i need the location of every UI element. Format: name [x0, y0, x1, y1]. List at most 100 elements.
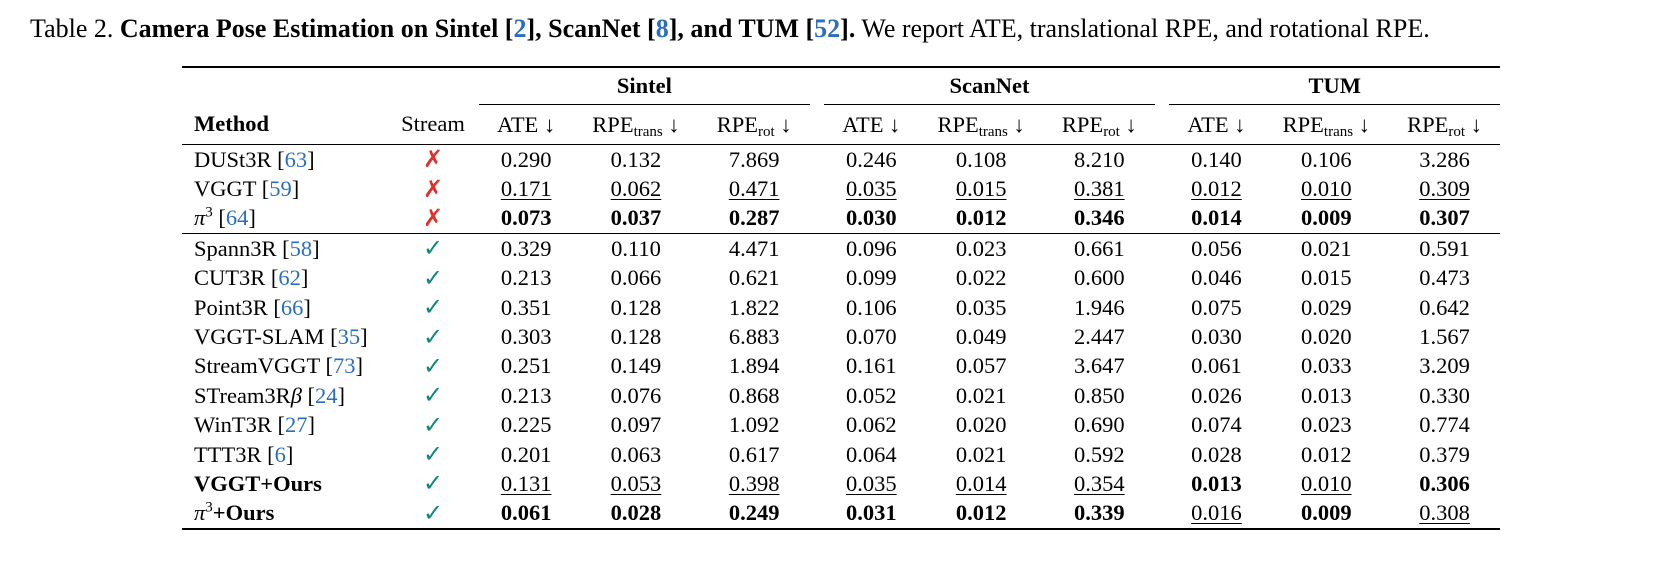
table-cell: 0.249 [698, 498, 810, 531]
table-cell: 0.030 [845, 205, 897, 231]
stream-cross-icon: ✗ [422, 176, 444, 203]
stream-check-icon: ✓ [422, 265, 444, 292]
citation-link[interactable]: 24 [315, 382, 338, 408]
table-cell: 0.012 [955, 205, 1007, 231]
caption-label: Table 2. [30, 14, 114, 43]
table-cell: 0.303 [500, 324, 552, 350]
citation-link[interactable]: 35 [337, 324, 361, 350]
caption-citation[interactable]: 2 [513, 14, 527, 43]
table-cell: 0.049 [955, 324, 1007, 350]
citation-link[interactable]: 6 [274, 441, 286, 467]
metric-header-tum-rpe-rot: RPErot ↓ [1389, 104, 1500, 145]
stream-check-icon: ✓ [422, 412, 444, 439]
caption-citation[interactable]: 52 [814, 14, 841, 43]
table-cell: 0.022 [955, 265, 1007, 291]
table-cell: 0.015 [1300, 265, 1352, 291]
method-header: Method [182, 104, 388, 145]
table-cell: 0.075 [1191, 294, 1242, 320]
method-name: π3+Ours [182, 498, 388, 531]
metric-header-row: Method Stream ATE ↓ RPEtrans ↓ RPErot ↓ ATE… [182, 104, 1500, 145]
table-cell: 0.329 [479, 233, 574, 264]
table-cell: 0.398 [728, 470, 780, 496]
table-cell: 0.009 [1263, 498, 1390, 531]
table-cell: 0.306 [1419, 470, 1470, 496]
table-cell: 0.021 [955, 382, 1007, 408]
column-gap [810, 204, 825, 234]
table-cell: 0.015 [955, 176, 1007, 202]
column-gap [1155, 264, 1170, 293]
table-row: Spann3R [58] ✓ 0.329 0.110 4.471 0.096 0.023 0.… [182, 233, 1500, 264]
table-cell: 0.246 [845, 146, 897, 172]
column-gap [1155, 204, 1170, 234]
method-name: Spann3R [58] [182, 233, 388, 264]
stream-cross-icon: ✗ [422, 147, 444, 174]
caption-bold-text: ], and TUM [ [668, 14, 815, 43]
table-cell: 0.600 [1074, 265, 1125, 291]
table-cell: 0.028 [1191, 441, 1242, 467]
citation-link[interactable]: 58 [289, 235, 313, 261]
table-cell: 0.307 [1419, 205, 1470, 231]
group-scannet: ScanNet [824, 66, 1155, 105]
table-cell: 0.076 [610, 382, 662, 408]
table-row: VGGT-SLAM [35] ✓ 0.303 0.128 6.883 0.070 0.049… [182, 322, 1500, 351]
table-row: WinT3R [27] ✓ 0.225 0.097 1.092 0.062 0.020 0.6… [182, 411, 1500, 440]
citation-link[interactable]: 64 [225, 205, 249, 231]
table-cell: 0.617 [728, 441, 780, 467]
table-row: CUT3R [62] ✓ 0.213 0.066 0.621 0.099 0.022 0.60… [182, 264, 1500, 293]
table-cell: 0.149 [610, 353, 662, 379]
table-cell: 1.894 [728, 353, 780, 379]
metric-header-tum-rpe-trans: RPEtrans ↓ [1263, 104, 1390, 145]
table-cell: 0.591 [1389, 233, 1500, 264]
table-row: VGGT+Ours ✓ 0.131 0.053 0.398 0.035 0.014 0.354… [182, 469, 1500, 498]
citation-link[interactable]: 73 [332, 353, 356, 379]
table-cell: 8.210 [1074, 146, 1125, 172]
table-caption: Table 2. Camera Pose Estimation on Sinte… [30, 12, 1670, 46]
table-cell: 0.062 [845, 412, 897, 438]
table-cell: 0.110 [573, 233, 699, 264]
citation-link[interactable]: 62 [278, 265, 301, 291]
method-name: WinT3R [27] [194, 412, 315, 438]
stream-check-icon: ✓ [422, 295, 444, 322]
caption-rest: We report ATE, translational RPE, and ro… [861, 14, 1430, 43]
caption-citation[interactable]: 8 [655, 14, 669, 43]
table-cell: 0.020 [1300, 324, 1352, 350]
table-cell: 0.309 [1419, 176, 1470, 202]
column-gap [1155, 381, 1170, 410]
column-gap [1155, 322, 1170, 351]
table-cell: 0.053 [610, 470, 662, 496]
table-cell: 0.066 [610, 265, 662, 291]
citation-link[interactable]: 59 [269, 176, 292, 202]
column-gap [810, 469, 825, 498]
table-cell: 0.308 [1389, 498, 1500, 531]
table-cell: 1.567 [1419, 324, 1470, 350]
table-cell: 0.097 [610, 412, 662, 438]
table-cell: 0.290 [500, 146, 552, 172]
column-gap [1155, 440, 1170, 469]
table-cell: 0.171 [500, 176, 552, 202]
method-name: π3 [64] [194, 204, 256, 231]
table-cell: 0.026 [1191, 382, 1242, 408]
table-cell: 0.061 [479, 498, 574, 531]
stream-check-icon: ✓ [387, 233, 480, 264]
table-cell: 0.020 [955, 412, 1007, 438]
table-row: VGGT [59] ✗ 0.171 0.062 0.471 0.035 0.015 0.381… [182, 174, 1500, 203]
table-cell: 2.447 [1074, 324, 1125, 350]
method-name: Point3R [66] [194, 294, 311, 320]
table-cell: 3.647 [1074, 353, 1125, 379]
table-cell: 0.012 [1300, 441, 1352, 467]
column-gap [1155, 469, 1170, 498]
table-cell: 0.225 [500, 412, 552, 438]
table-cell: 0.354 [1074, 470, 1125, 496]
method-name: VGGT [59] [194, 176, 300, 202]
table-cell: 0.031 [824, 498, 919, 531]
citation-link[interactable]: 66 [280, 294, 304, 320]
table-cell: 0.035 [845, 470, 897, 496]
method-name: VGGT-SLAM [35] [194, 324, 368, 350]
metric-header-tum-ate: ATE ↓ [1169, 104, 1264, 145]
table-cell: 0.012 [1191, 176, 1242, 202]
citation-link[interactable]: 63 [284, 146, 308, 172]
table-cell: 0.013 [1300, 382, 1352, 408]
citation-link[interactable]: 27 [284, 412, 308, 438]
column-gap [809, 498, 825, 531]
table-cell: 3.209 [1419, 353, 1470, 379]
